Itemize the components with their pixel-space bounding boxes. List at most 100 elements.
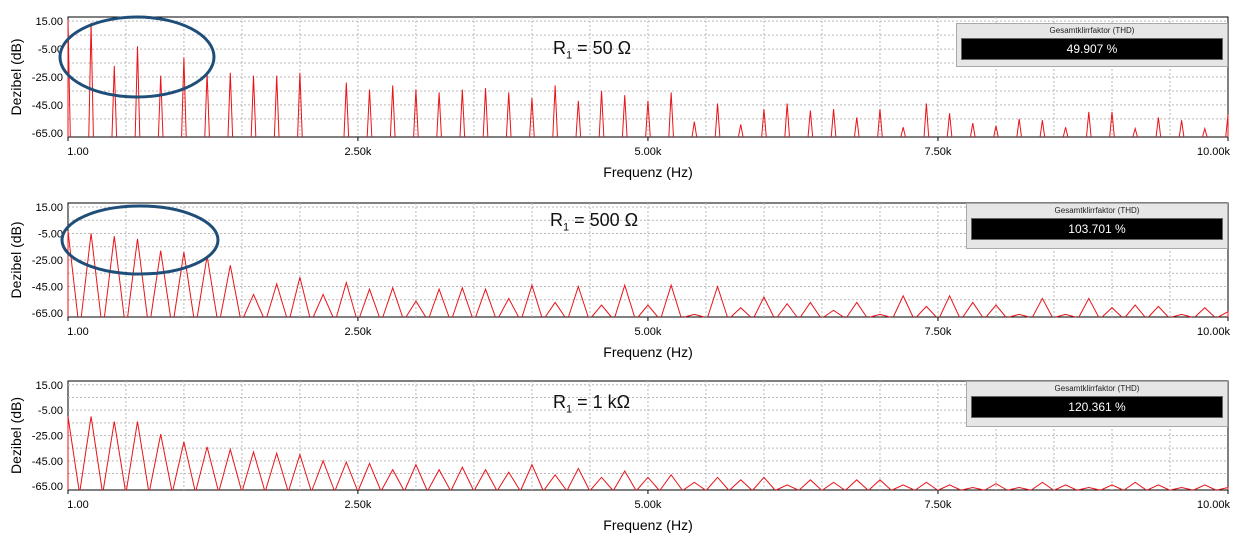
spectrum-peak xyxy=(381,468,405,491)
x-tick-label: 7.50k xyxy=(925,326,952,338)
spectrum-peak xyxy=(498,297,520,318)
spectrum-peak xyxy=(1077,486,1100,491)
spectrum-peak xyxy=(265,451,289,491)
y-tick-label: -25.00 xyxy=(32,255,63,267)
spectrum-peak xyxy=(1132,126,1138,138)
resistor-label-2: R1 = 500 Ω xyxy=(550,210,639,234)
x-tick-label: 1.00 xyxy=(67,146,88,158)
spectrum-peak xyxy=(1194,307,1216,318)
spectrum-peak xyxy=(529,97,535,138)
spectrum-peak xyxy=(343,82,350,138)
spectrum-peak xyxy=(552,85,558,138)
spectrum-peak xyxy=(88,22,94,138)
thd-value: 120.361 % xyxy=(971,396,1223,418)
spectrum-peak xyxy=(784,103,790,138)
spectrum-peak xyxy=(691,121,698,138)
spectrum-peak xyxy=(877,109,883,138)
x-tick-label: 1.00 xyxy=(67,499,88,511)
spectrum-peak xyxy=(591,304,612,318)
spectrum-peak xyxy=(993,125,999,138)
thd-display-1: Gesamtklirrfaktor (THD) 49.907 % xyxy=(956,23,1228,67)
thd-display-2: Gesamtklirrfaktor (THD) 103.701 % xyxy=(966,203,1228,249)
spectrum-peak xyxy=(1147,484,1170,491)
spectrum-peak xyxy=(1016,118,1022,138)
spectrum-peak xyxy=(1155,117,1162,138)
y-tick-label: 15.00 xyxy=(35,380,63,392)
spectrum-peak xyxy=(752,476,776,491)
spectrum-peak xyxy=(311,459,335,491)
spectrum-peak xyxy=(150,250,172,318)
spectrum-peak xyxy=(846,301,868,318)
spectrum-peak xyxy=(1055,313,1076,318)
spectrum-peak xyxy=(243,293,264,318)
spectrum-peak xyxy=(800,301,821,318)
x-tick-label: 2.50k xyxy=(344,499,371,511)
spectrum-peak xyxy=(1216,486,1229,491)
spectrum-peak xyxy=(1124,304,1146,318)
thd-title: Gesamtklirrfaktor (THD) xyxy=(1049,26,1135,35)
x-tick-label: 10.00k xyxy=(1197,326,1231,338)
spectrum-peak xyxy=(645,100,651,138)
spectrum-peak xyxy=(1085,111,1092,138)
spectrum-peak xyxy=(181,57,187,138)
spectrum-peak xyxy=(521,283,543,318)
spectrum-peak xyxy=(404,463,428,491)
y-tick-label: -45.00 xyxy=(32,100,63,112)
spectrum-peak xyxy=(923,103,930,138)
spectrum-peak xyxy=(985,304,1007,318)
spectrum-peak xyxy=(939,294,960,318)
spectrum-peak xyxy=(892,294,914,318)
y-tick-label: -5.00 xyxy=(38,405,63,417)
spectrum-peak xyxy=(1054,484,1077,491)
spectrum-peak xyxy=(459,89,466,138)
spectrum-peak xyxy=(227,72,234,138)
y-tick-label: -5.00 xyxy=(38,228,63,240)
x-tick-label: 5.00k xyxy=(634,146,661,158)
spectrum-peak xyxy=(575,100,582,138)
spectrum-peak xyxy=(868,479,892,491)
spectrum-peak xyxy=(157,75,164,138)
spectrum-peak xyxy=(636,476,660,491)
spectrum-peak xyxy=(683,481,706,491)
y-tick-label: -45.00 xyxy=(32,456,63,468)
spectrum-peak xyxy=(566,467,590,491)
y-tick-label: -65.00 xyxy=(32,128,63,140)
spectrum-peak xyxy=(869,313,890,318)
spectrum-peak xyxy=(900,127,906,138)
spectrum-peak xyxy=(637,304,659,318)
y-tick-label: 15.00 xyxy=(35,16,63,28)
thd-value: 49.907 % xyxy=(961,38,1223,60)
spectrum-peak xyxy=(474,468,497,491)
spectrum-peak xyxy=(312,293,334,318)
spectrum-peak xyxy=(1178,120,1185,138)
spectrum-peak xyxy=(242,450,266,491)
x-tick-label: 2.50k xyxy=(344,146,371,158)
spectrum-peak xyxy=(659,473,683,491)
spectrum-peak xyxy=(621,95,628,138)
spectrum-peak xyxy=(482,88,489,138)
spectrum-peak xyxy=(405,300,427,318)
spectrum-peak xyxy=(219,265,241,318)
spectrum-peak xyxy=(706,476,729,491)
spectrum-peak xyxy=(761,109,767,138)
spectrum-peak xyxy=(111,65,118,138)
spectrum-series xyxy=(67,230,1229,318)
spectrum-peak xyxy=(266,282,288,318)
spectrum-peak xyxy=(853,117,860,138)
spectrum-peak xyxy=(668,92,674,138)
spectrum-peak xyxy=(67,19,71,138)
spectrum-peak xyxy=(660,283,682,318)
spectrum-peak xyxy=(358,462,381,491)
x-axis-label: Frequenz (Hz) xyxy=(603,164,692,180)
spectrum-peak xyxy=(505,92,512,138)
spectrum-peak xyxy=(1101,307,1123,318)
thd-title: Gesamtklirrfaktor (THD) xyxy=(1054,384,1140,393)
y-tick-label: -5.00 xyxy=(38,44,63,56)
spectrum-peak xyxy=(798,479,822,491)
y-tick-label: -65.00 xyxy=(32,481,63,493)
spectrum-peak xyxy=(614,283,636,318)
spectrum-peak xyxy=(389,85,396,138)
x-tick-label: 10.00k xyxy=(1197,146,1231,158)
spectrum-peak xyxy=(916,305,937,318)
x-axis-label: Frequenz (Hz) xyxy=(603,517,692,533)
